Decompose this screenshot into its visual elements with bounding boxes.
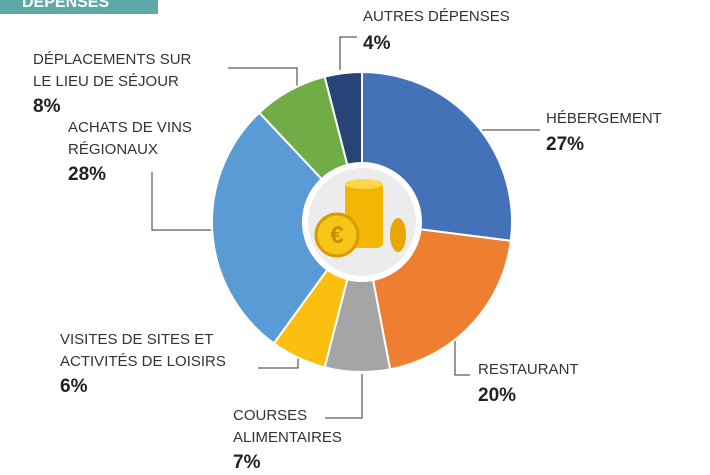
value-label: 20% xyxy=(478,385,517,406)
category-label: AUTRES DÉPENSES xyxy=(363,8,510,25)
category-label: ACHATS DE VINS RÉGIONAUX xyxy=(68,119,192,158)
category-label: DÉPLACEMENTS SUR LE LIEU DE SÉJOUR xyxy=(33,51,192,90)
leader-line xyxy=(228,67,298,86)
section-title: DÉPENSES xyxy=(0,0,158,14)
category-label: HÉBERGEMENT xyxy=(546,110,662,127)
coins-icon: € xyxy=(314,179,406,258)
category-label: COURSES ALIMENTAIRES xyxy=(233,407,342,446)
leader-line xyxy=(339,36,357,70)
leader-line xyxy=(454,340,470,376)
svg-text:€: € xyxy=(330,222,343,249)
value-label: 8% xyxy=(33,96,61,117)
value-label: 6% xyxy=(60,376,88,397)
category-label: VISITES DE SITES ET ACTIVITÉS DE LOISIRS xyxy=(60,331,226,370)
value-label: 7% xyxy=(233,452,261,473)
donut-slice xyxy=(211,111,364,345)
value-label: 27% xyxy=(546,134,585,155)
leader-line xyxy=(151,172,212,231)
value-label: 4% xyxy=(363,33,391,54)
value-label: 28% xyxy=(68,164,107,185)
leader-line xyxy=(325,374,363,419)
category-label: RESTAURANT xyxy=(478,361,579,378)
leader-lines xyxy=(151,36,540,419)
